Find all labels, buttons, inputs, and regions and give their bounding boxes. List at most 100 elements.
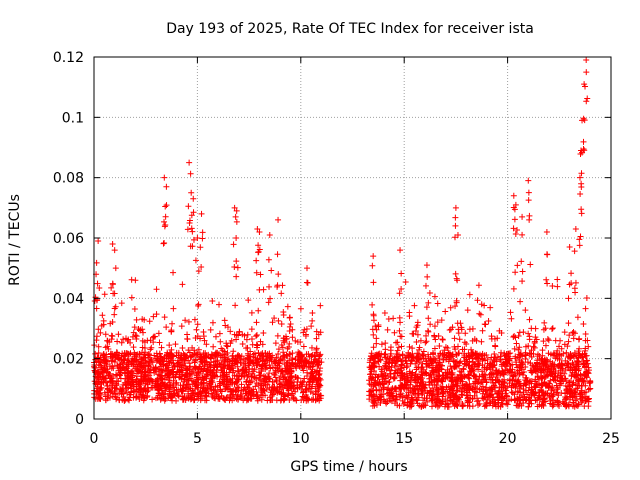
data-point [158, 375, 165, 382]
data-point [585, 386, 592, 393]
data-point [516, 401, 523, 408]
data-point [234, 393, 241, 400]
data-point [277, 355, 284, 362]
data-point [233, 273, 240, 280]
data-point [129, 355, 136, 362]
data-point [148, 344, 155, 351]
data-point [405, 377, 412, 384]
data-point [119, 388, 126, 395]
x-tick-label: 25 [602, 431, 620, 447]
data-point [525, 189, 532, 196]
data-point [436, 342, 443, 349]
data-point [535, 376, 542, 383]
data-point [315, 387, 322, 394]
data-point [134, 368, 141, 375]
data-point [204, 371, 211, 378]
data-point [176, 368, 183, 375]
data-point [572, 279, 579, 286]
data-point [487, 304, 494, 311]
data-point [286, 357, 293, 364]
data-point [301, 326, 308, 333]
data-point [102, 378, 109, 385]
data-point [100, 321, 107, 328]
data-point [416, 344, 423, 351]
data-point [233, 336, 240, 343]
data-point [100, 374, 107, 381]
data-point [369, 262, 376, 269]
data-point [304, 279, 311, 286]
data-point [105, 345, 112, 352]
data-point [409, 330, 416, 337]
data-point [166, 342, 173, 349]
data-point [214, 384, 221, 391]
data-point [232, 302, 239, 309]
data-point [532, 383, 539, 390]
data-point [159, 380, 166, 387]
data-point [435, 378, 442, 385]
data-point [233, 359, 240, 366]
data-point-peak [198, 210, 205, 217]
data-point [525, 197, 532, 204]
data-point [262, 350, 269, 357]
data-point [133, 316, 140, 323]
data-point [528, 380, 535, 387]
data-point [253, 333, 260, 340]
data-point [162, 366, 169, 373]
data-point [164, 349, 171, 356]
data-point [479, 327, 486, 334]
data-point [183, 353, 190, 360]
data-point [256, 286, 263, 293]
data-point [425, 299, 432, 306]
data-point [419, 378, 426, 385]
data-point [433, 382, 440, 389]
data-point [415, 394, 422, 401]
data-point [180, 382, 187, 389]
data-point [450, 363, 457, 370]
data-point [132, 332, 139, 339]
data-point [454, 320, 461, 327]
data-point [208, 383, 215, 390]
data-point [315, 357, 322, 364]
data-point [399, 362, 406, 369]
data-point [437, 361, 444, 368]
data-point [258, 396, 265, 403]
data-point [316, 370, 323, 377]
data-point [125, 351, 132, 358]
data-point [544, 363, 551, 370]
data-point [312, 397, 319, 404]
data-point [442, 344, 449, 351]
data-point [488, 333, 495, 340]
data-point-peak [109, 241, 116, 248]
data-point [147, 337, 154, 344]
data-point [554, 390, 561, 397]
data-point [460, 365, 467, 372]
data-point [146, 318, 153, 325]
data-point [405, 349, 412, 356]
data-point [92, 356, 99, 363]
data-point [309, 317, 316, 324]
data-point [105, 386, 112, 393]
data-point [158, 344, 165, 351]
data-point [150, 313, 157, 320]
data-point [409, 370, 416, 377]
data-point [505, 397, 512, 404]
data-point [507, 309, 514, 316]
data-point [569, 330, 576, 337]
data-point [162, 213, 169, 220]
data-point [488, 386, 495, 393]
data-point [161, 218, 168, 225]
data-point [98, 384, 105, 391]
data-point [281, 361, 288, 368]
data-point [534, 373, 541, 380]
data-point [281, 395, 288, 402]
data-point [533, 364, 540, 371]
data-point [519, 278, 526, 285]
data-point [570, 329, 577, 336]
data-point [209, 393, 216, 400]
data-point [452, 270, 459, 277]
data-point [382, 351, 389, 358]
data-point [258, 351, 265, 358]
data-point [539, 352, 546, 359]
data-point [243, 378, 250, 385]
data-point [277, 373, 284, 380]
